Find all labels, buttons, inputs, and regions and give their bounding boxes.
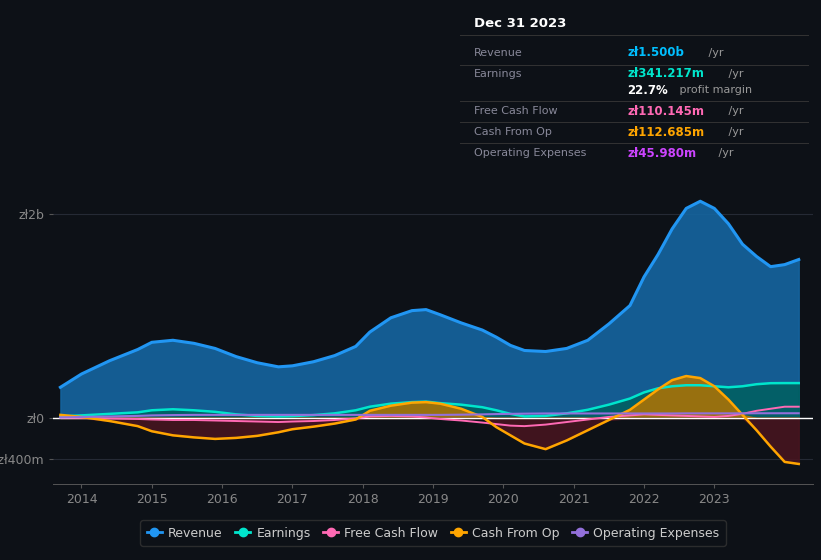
Text: /yr: /yr xyxy=(715,148,734,158)
Text: /yr: /yr xyxy=(725,128,744,137)
Text: Dec 31 2023: Dec 31 2023 xyxy=(474,17,566,30)
Text: zł112.685m: zł112.685m xyxy=(627,126,704,139)
Text: /yr: /yr xyxy=(705,48,724,58)
Text: zł341.217m: zł341.217m xyxy=(627,67,704,81)
Text: Free Cash Flow: Free Cash Flow xyxy=(474,106,557,116)
Text: zł45.980m: zł45.980m xyxy=(627,147,696,160)
Text: Earnings: Earnings xyxy=(474,69,522,79)
Text: 22.7%: 22.7% xyxy=(627,84,668,97)
Text: /yr: /yr xyxy=(725,106,744,116)
Text: profit margin: profit margin xyxy=(677,85,752,95)
Text: Revenue: Revenue xyxy=(474,48,522,58)
Legend: Revenue, Earnings, Free Cash Flow, Cash From Op, Operating Expenses: Revenue, Earnings, Free Cash Flow, Cash … xyxy=(140,520,726,546)
Text: zł110.145m: zł110.145m xyxy=(627,105,704,118)
Text: /yr: /yr xyxy=(725,69,744,79)
Text: zł1.500b: zł1.500b xyxy=(627,46,684,59)
Text: Operating Expenses: Operating Expenses xyxy=(474,148,586,158)
Text: Cash From Op: Cash From Op xyxy=(474,128,552,137)
